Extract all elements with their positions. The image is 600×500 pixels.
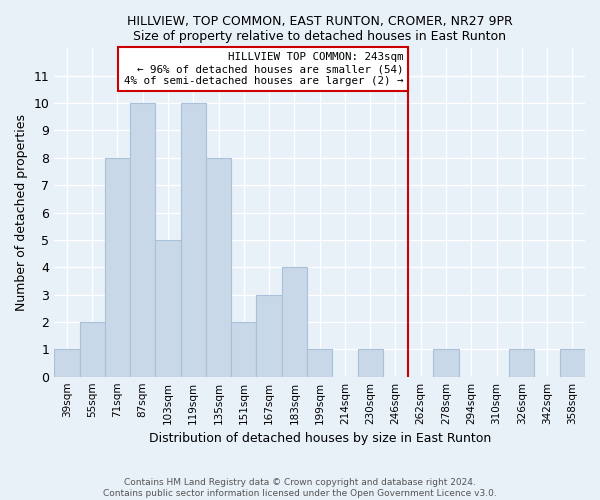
Bar [206, 158, 231, 376]
Bar [155, 240, 181, 376]
Bar [282, 267, 307, 376]
Bar [54, 350, 80, 376]
Bar [181, 103, 206, 376]
Bar [105, 158, 130, 376]
X-axis label: Distribution of detached houses by size in East Runton: Distribution of detached houses by size … [149, 432, 491, 445]
Text: Contains HM Land Registry data © Crown copyright and database right 2024.
Contai: Contains HM Land Registry data © Crown c… [103, 478, 497, 498]
Bar [307, 350, 332, 376]
Bar [560, 350, 585, 376]
Bar [231, 322, 256, 376]
Bar [130, 103, 155, 376]
Y-axis label: Number of detached properties: Number of detached properties [15, 114, 28, 311]
Bar [358, 350, 383, 376]
Bar [433, 350, 458, 376]
Bar [256, 294, 282, 376]
Text: HILLVIEW TOP COMMON: 243sqm
← 96% of detached houses are smaller (54)
4% of semi: HILLVIEW TOP COMMON: 243sqm ← 96% of det… [124, 52, 403, 86]
Title: HILLVIEW, TOP COMMON, EAST RUNTON, CROMER, NR27 9PR
Size of property relative to: HILLVIEW, TOP COMMON, EAST RUNTON, CROME… [127, 15, 512, 43]
Bar [80, 322, 105, 376]
Bar [509, 350, 535, 376]
